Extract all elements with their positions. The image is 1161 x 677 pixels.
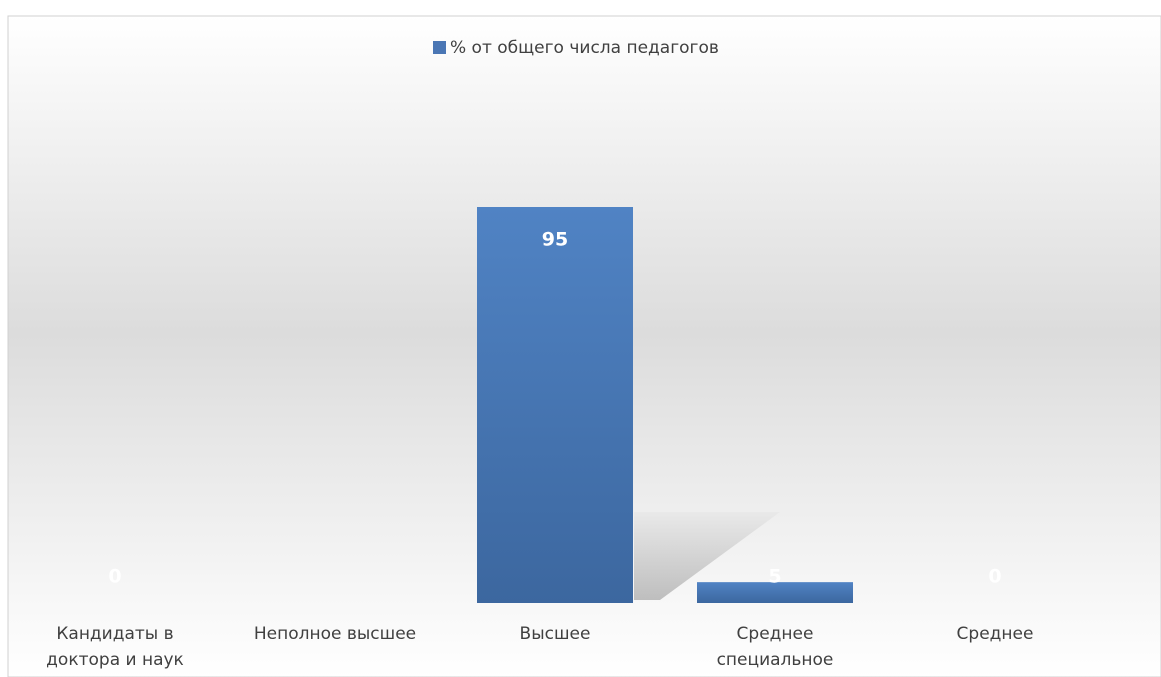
legend-swatch xyxy=(433,41,446,54)
chart: % от общего числа педагогов Кандидаты в д… xyxy=(0,0,1161,677)
legend-label: % от общего числа педагогов xyxy=(450,38,719,58)
x-tick-label: Кандидаты в xyxy=(56,624,173,644)
value-label: 95 xyxy=(542,229,568,251)
x-tick-label: Среднее xyxy=(737,624,814,644)
value-label: 5 xyxy=(768,566,781,588)
x-tick-label: Высшее xyxy=(520,624,591,644)
x-tick-label: специальное xyxy=(717,650,834,670)
value-label: 0 xyxy=(988,566,1001,588)
legend: % от общего числа педагогов xyxy=(433,38,719,58)
value-label: 0 xyxy=(108,566,121,588)
bar xyxy=(477,207,633,603)
x-tick-label: доктора и наук xyxy=(46,650,184,670)
x-tick-label: Среднее xyxy=(957,624,1034,644)
x-tick-label: Неполное высшее xyxy=(254,624,416,644)
